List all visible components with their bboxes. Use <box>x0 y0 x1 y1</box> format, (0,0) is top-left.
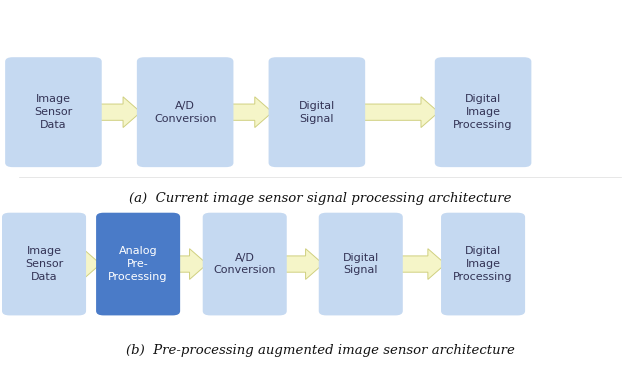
FancyBboxPatch shape <box>203 213 287 315</box>
FancyBboxPatch shape <box>137 57 234 167</box>
Polygon shape <box>98 97 141 128</box>
Text: Digital
Signal: Digital Signal <box>342 253 379 275</box>
Text: Analog
Pre-
Processing: Analog Pre- Processing <box>108 246 168 282</box>
FancyBboxPatch shape <box>2 213 86 315</box>
Text: Digital
Signal: Digital Signal <box>299 101 335 124</box>
Text: (b)  Pre-processing augmented image sensor architecture: (b) Pre-processing augmented image senso… <box>125 344 515 357</box>
Text: Digital
Image
Processing: Digital Image Processing <box>453 246 513 282</box>
Text: A/D
Conversion: A/D Conversion <box>154 101 216 124</box>
Polygon shape <box>362 97 438 128</box>
FancyBboxPatch shape <box>96 213 180 315</box>
Polygon shape <box>230 97 273 128</box>
FancyBboxPatch shape <box>269 57 365 167</box>
Text: Digital
Image
Processing: Digital Image Processing <box>453 94 513 130</box>
Polygon shape <box>82 249 100 279</box>
Text: A/D
Conversion: A/D Conversion <box>214 253 276 275</box>
Polygon shape <box>176 249 207 279</box>
Text: (a)  Current image sensor signal processing architecture: (a) Current image sensor signal processi… <box>129 193 511 206</box>
Text: Image
Sensor
Data: Image Sensor Data <box>25 246 63 282</box>
Polygon shape <box>398 249 445 279</box>
Text: Image
Sensor
Data: Image Sensor Data <box>35 94 72 130</box>
FancyBboxPatch shape <box>435 57 531 167</box>
FancyBboxPatch shape <box>441 213 525 315</box>
FancyBboxPatch shape <box>319 213 403 315</box>
Polygon shape <box>282 249 323 279</box>
FancyBboxPatch shape <box>5 57 102 167</box>
